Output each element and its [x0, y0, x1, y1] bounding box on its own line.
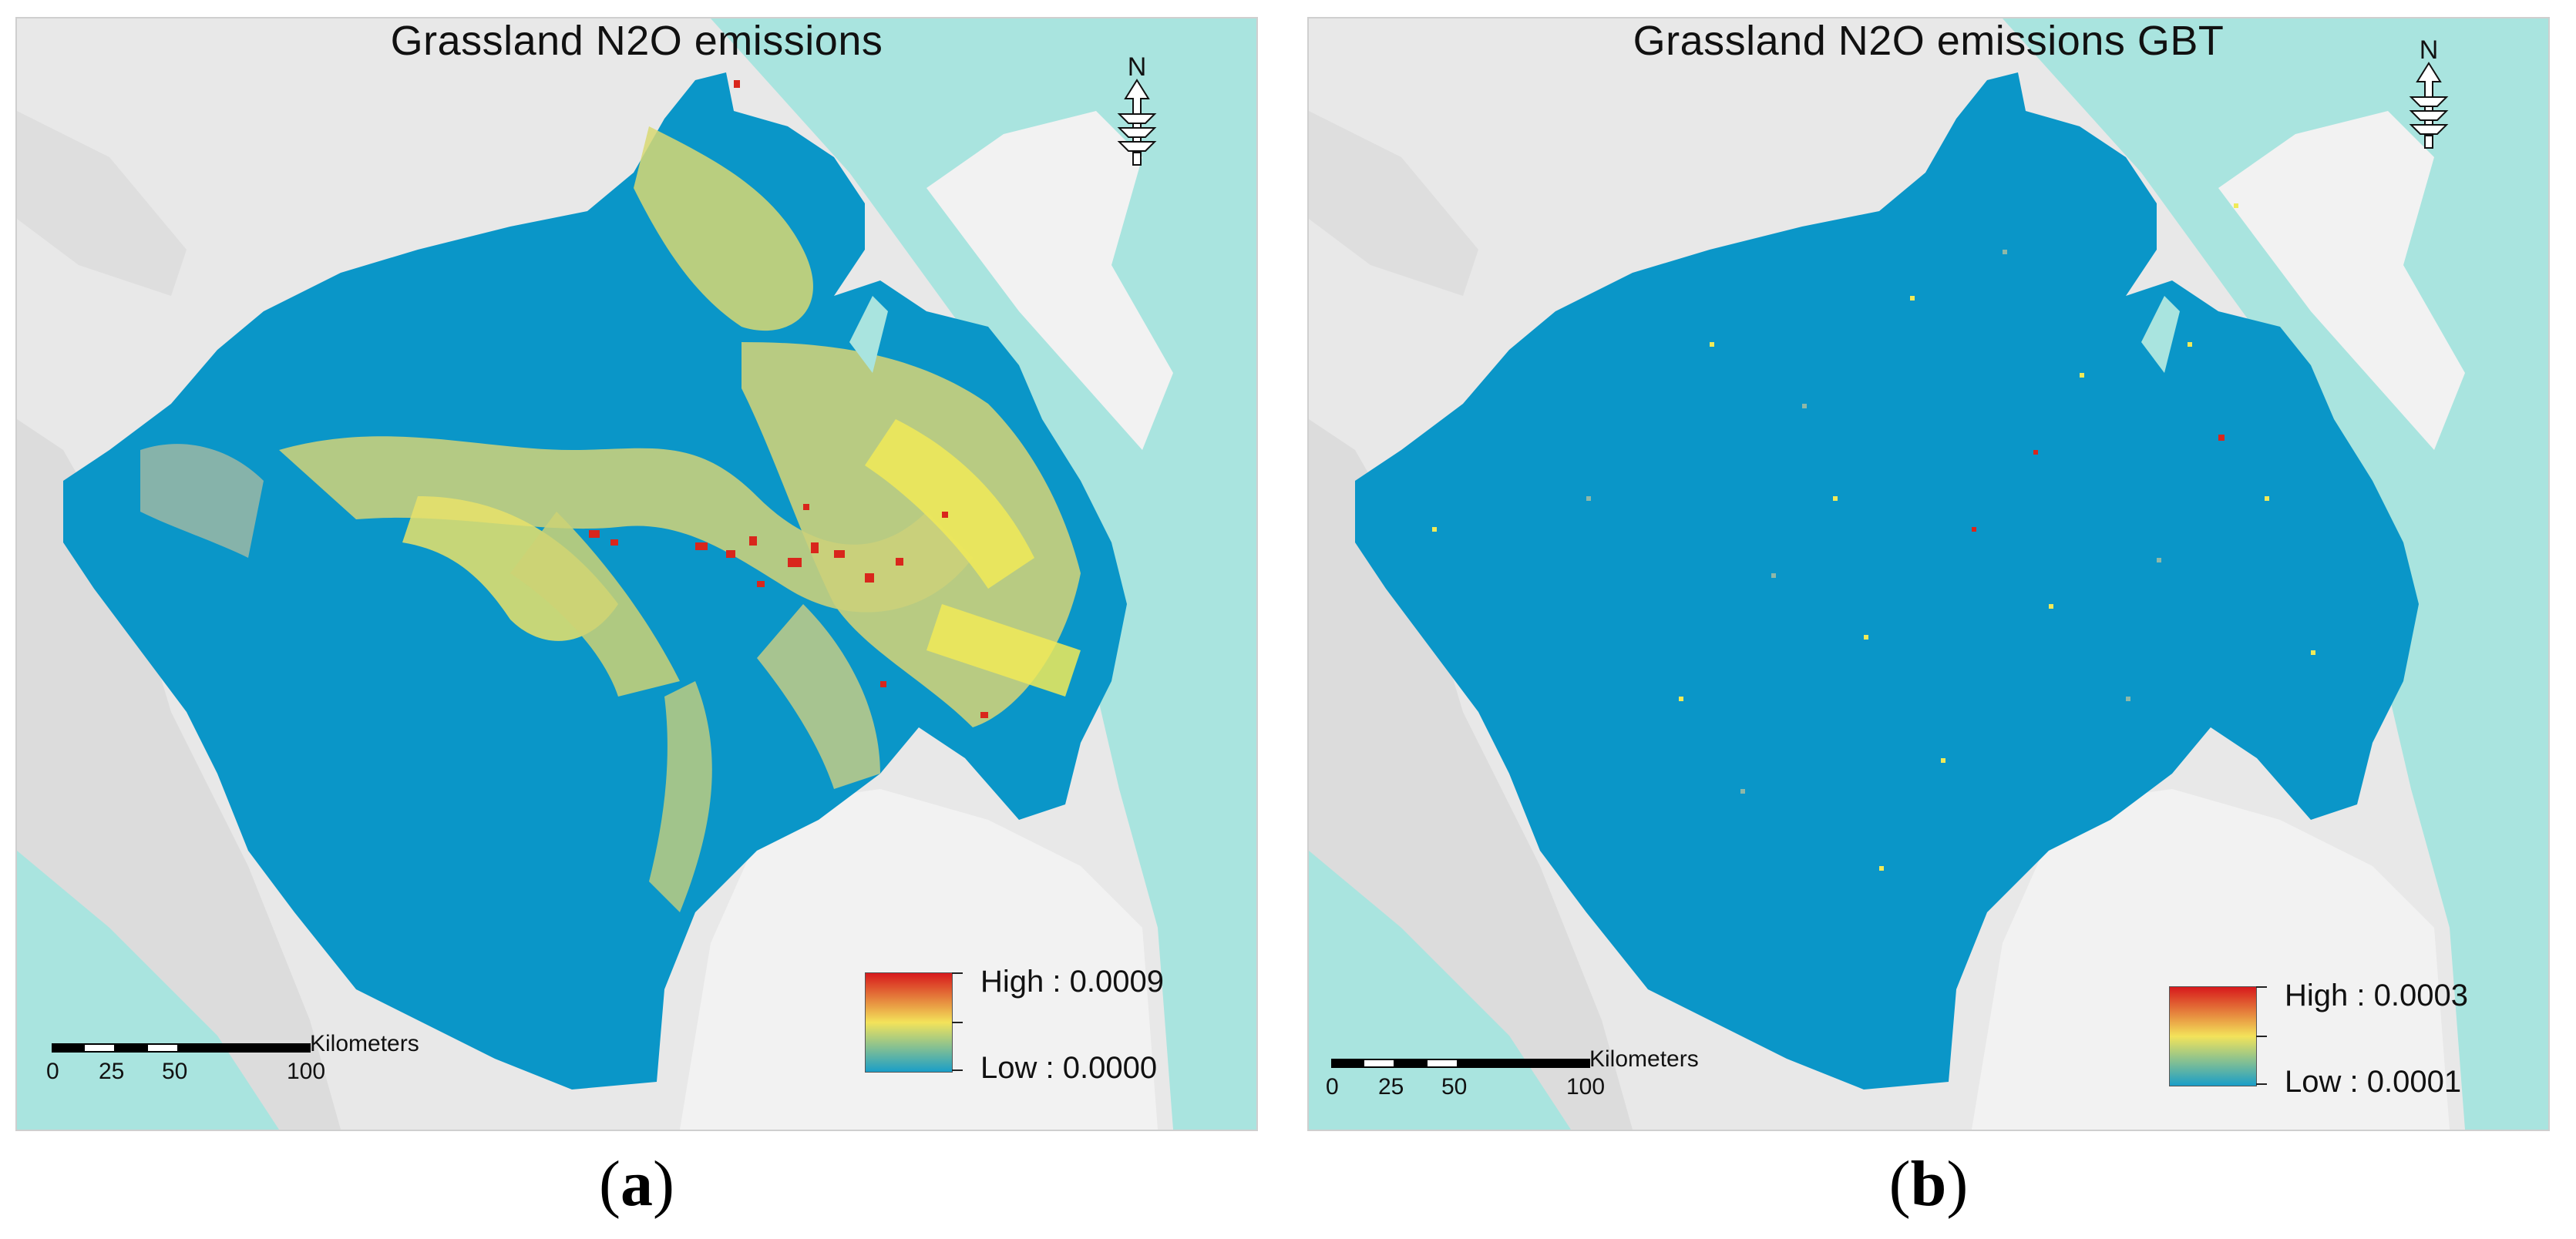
legend: High : 0.0009 Low : 0.0000 — [865, 965, 1250, 1085]
north-label: N — [2420, 35, 2439, 65]
legend: High : 0.0003 Low : 0.0001 — [2169, 979, 2554, 1099]
map-canvas — [1309, 18, 2548, 1130]
panel-label: (a) — [599, 1148, 674, 1220]
map-title: Grassland N2O emissions GBT — [1633, 18, 2225, 64]
legend-high-label: High : 0.0009 — [980, 965, 1164, 999]
north-arrow-icon: N — [2409, 35, 2449, 149]
emission-bands — [140, 126, 1081, 912]
scale-tick-25: 25 — [99, 1059, 125, 1084]
legend-low-label: Low : 0.0001 — [2285, 1065, 2462, 1099]
peninsula — [926, 111, 1173, 450]
scale-tick-25: 25 — [1378, 1074, 1404, 1100]
legend-color-ramp — [865, 972, 953, 1073]
panel-label: (b) — [1888, 1148, 1969, 1220]
scale-tick-100: 100 — [1566, 1074, 1606, 1100]
scale-bar: Kilometers 0 25 50 100 — [46, 1031, 452, 1103]
scale-tick-50: 50 — [162, 1059, 188, 1084]
scale-units: Kilometers — [1589, 1046, 1699, 1072]
legend-color-ramp — [2169, 986, 2257, 1086]
map-title: Grassland N2O emissions — [390, 18, 883, 64]
peninsula — [2218, 111, 2465, 450]
legend-high-label: High : 0.0003 — [2285, 979, 2468, 1012]
north-arrow: N — [2402, 35, 2456, 155]
north-label: N — [1128, 52, 1147, 82]
emission-hotspots — [589, 80, 988, 718]
map-canvas — [17, 18, 1256, 1130]
scale-tick-100: 100 — [287, 1059, 326, 1084]
scale-tick-0: 0 — [1326, 1074, 1339, 1100]
map-panel-b: Grassland N2O emissions GBT N High : 0.0… — [1292, 0, 2565, 1239]
sea-southwest — [17, 851, 279, 1130]
north-arrow: N — [1110, 52, 1164, 172]
panel-label-letter: b — [1910, 1148, 1947, 1220]
scale-bar: Kilometers 0 25 50 100 — [1326, 1046, 1731, 1119]
scale-bar-graphic — [1331, 1059, 1590, 1068]
scale-units: Kilometers — [310, 1031, 419, 1056]
panel-label-letter: a — [620, 1148, 653, 1220]
map-frame — [15, 17, 1258, 1131]
scale-tick-0: 0 — [46, 1059, 59, 1084]
scale-tick-50: 50 — [1441, 1074, 1468, 1100]
map-frame — [1307, 17, 2550, 1131]
scale-bar-graphic — [52, 1043, 311, 1053]
emission-speckles — [1432, 203, 2315, 871]
north-arrow-icon: N — [1117, 52, 1157, 166]
map-panel-a: Grassland N2O emissions N High : 0.0009 … — [0, 0, 1273, 1239]
legend-low-label: Low : 0.0000 — [980, 1051, 1158, 1085]
